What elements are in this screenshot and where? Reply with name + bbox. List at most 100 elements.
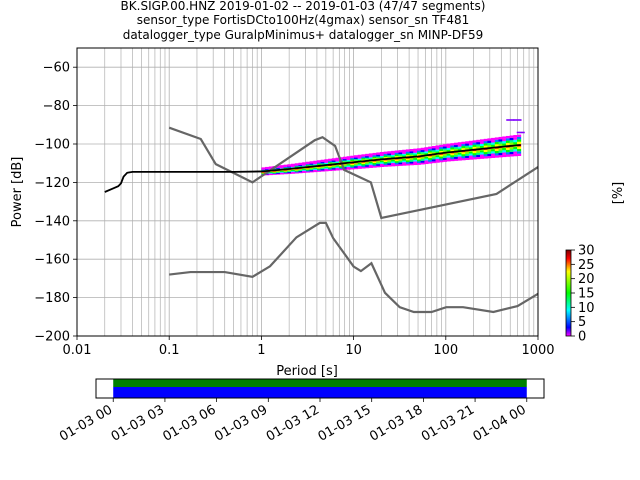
pdf-cell [428,157,433,160]
pdf-cell [457,154,462,157]
pdf-cell [483,145,488,148]
pdf-cell [461,151,466,155]
pdf-cell [350,164,355,167]
pdf-cell [513,146,518,150]
pdf-cell [494,148,499,151]
pdf-cell [446,145,451,148]
pdf-cell [354,155,359,158]
pdf-cell [450,147,455,150]
pdf-cell [509,137,514,141]
pdf-cell [450,143,455,146]
pdf-cell [428,150,433,153]
pdf-cell [394,155,399,158]
pdf-cell [505,147,511,150]
pdf-cell [372,154,377,157]
pdf-cell [346,165,351,169]
pdf-cell [413,159,418,162]
pdf-cell [476,152,481,155]
pdf-cell [365,162,370,166]
y-axis-label: Power [dB] [10,157,25,228]
pdf-cell [439,156,444,159]
pdf-cell [428,159,433,162]
pdf-cell [391,150,396,154]
pdf-cell [494,141,499,145]
pdf-cell [402,163,407,166]
pdf-cell [494,155,499,158]
pdf-cell [439,150,444,153]
pdf-cell [309,161,314,164]
pdf-cell [472,144,477,147]
pdf-cell [361,166,366,169]
pdf-cell [454,148,459,152]
pdf-cell [491,153,496,156]
pdf-cell [465,157,470,161]
chart-title: BK.SIGP.00.HNZ 2019-01-02 -- 2019-01-03 … [121,0,486,42]
pdf-cell [302,162,307,165]
pdf-cell [435,158,440,161]
pdf-cell [398,160,403,163]
pdf-cell [391,155,396,159]
pdf-cell [476,156,481,160]
pdf-cell [394,153,399,157]
pdf-cell [391,160,396,164]
timeline-tick-label: 01-03 18 [367,402,425,444]
pdf-cell [339,165,344,168]
mode-line [104,144,521,193]
pdf-cell [335,168,340,171]
pdf-cell [417,153,422,156]
pdf-cell [342,159,348,162]
pdf-cell [513,142,518,145]
pdf-cell [265,166,270,170]
pdf-cell [457,148,462,151]
y-tick-label: −100 [34,138,70,153]
pdf-cell [354,156,359,160]
pdf-cell [398,155,403,158]
pdf-cell [417,151,422,155]
pdf-cell [465,155,470,158]
pdf-cell [513,153,518,157]
pdf-cell [368,162,373,165]
pdf-cell [420,160,425,163]
pdf-cell [398,161,403,165]
pdf-cell [335,164,340,167]
pdf-cell [509,135,514,138]
pdf-cell [472,154,477,158]
pdf-cell [442,148,448,151]
x-tick-label: 1 [257,343,265,358]
pdf-cell [391,154,396,157]
pdf-cell [454,158,459,161]
pdf-cell [457,146,462,149]
pdf-cell [420,147,425,151]
pdf-cell [368,154,373,158]
pdf-cell [487,144,492,148]
y-tick-label: −180 [34,291,70,306]
pdf-cell [483,156,488,159]
pdf-cell [409,159,414,162]
pdf-cell [409,161,414,164]
pdf-cell [476,139,481,143]
pdf-cell [387,159,392,162]
pdf-cell [346,163,351,166]
pdf-cell [479,154,485,157]
pdf-cell [424,148,429,152]
pdf-cell [361,158,366,162]
pdf-cell [379,153,385,156]
pdf-cell [379,156,385,160]
pdf-cell [483,143,488,146]
pdf-cell [439,148,444,151]
timeline-tick-label: 01-04 00 [471,402,529,444]
colorbar-label: [%] [611,182,626,205]
pdf-cell [350,167,355,170]
pdf-cell [494,137,499,140]
pdf-cell [498,136,503,140]
timeline-tick-label: 01-03 21 [419,402,477,444]
x-axis-label: Period [s] [276,364,338,379]
pdf-outlier [516,131,525,134]
pdf-cell [372,163,377,167]
pdf-cell [468,155,473,158]
pdf-cell [331,164,336,167]
pdf-cell [354,165,359,168]
pdf-cell [424,156,429,159]
pdf-cell [361,164,366,168]
